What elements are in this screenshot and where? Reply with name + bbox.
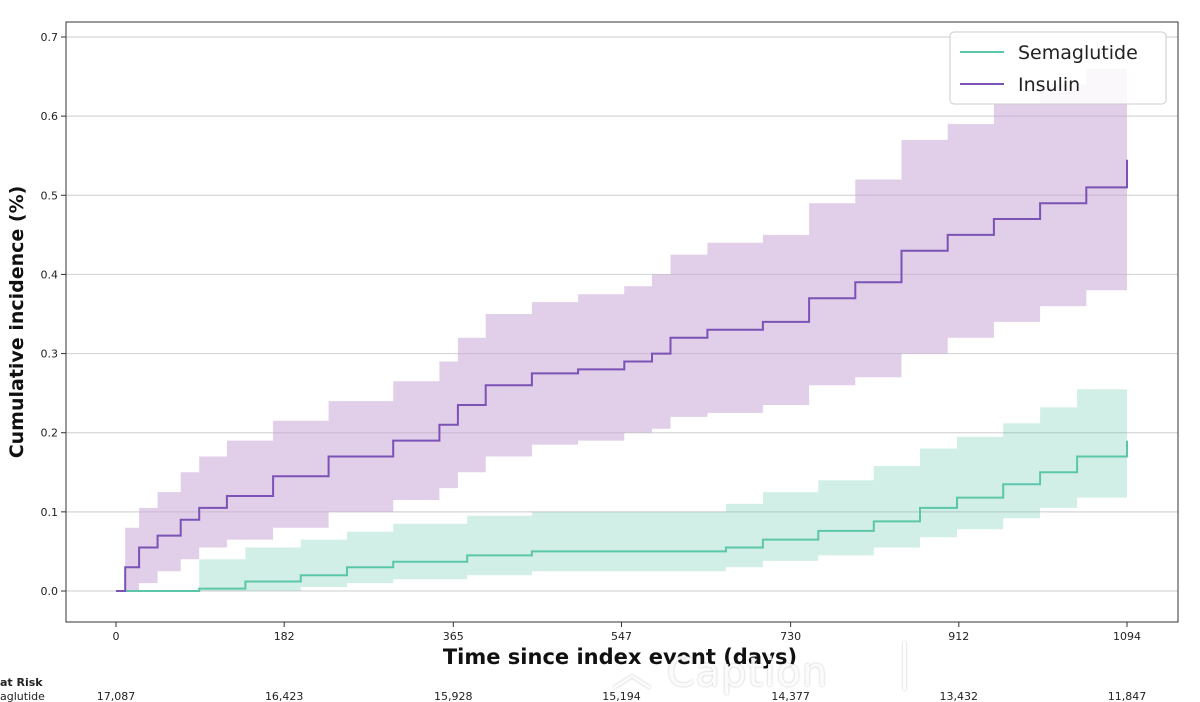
at-risk-values: 17,087 16,423 15,928 15,194 14,377 13,432 11,8… [97,690,1147,702]
x-tick-label: 730 [780,630,801,643]
at-risk-value: 15,928 [434,690,473,702]
y-tick-label: 0.2 [41,427,59,440]
y-axis-ticks: 0.0 0.1 0.2 0.3 0.4 0.5 0.6 0.7 [41,31,66,598]
y-tick-label: 0.1 [41,506,59,519]
series-line-semaglutide [116,440,1128,592]
at-risk-row-label: aglutide [0,690,45,702]
legend-label-insulin: Insulin [1018,74,1080,96]
y-tick-label: 0.3 [41,348,59,361]
y-tick-label: 0.7 [41,31,59,44]
at-risk-title: at Risk [0,676,43,689]
at-risk-table: at Risk aglutide 17,087 16,423 15,928 15,19… [0,676,1146,702]
x-tick-label: 912 [948,630,969,643]
x-tick-label: 547 [611,630,632,643]
y-tick-label: 0.4 [41,268,59,281]
caption-separator [903,642,906,690]
caption-label: Caption [666,650,829,696]
x-tick-label: 365 [443,630,464,643]
series-lines [116,159,1128,592]
y-tick-label: 0.6 [41,110,59,123]
y-tick-label: 0.5 [41,189,59,202]
x-axis-title: Time since index event (days) [443,645,797,669]
series-line-insulin [116,159,1128,592]
legend-box [949,31,1167,105]
at-risk-value: 15,194 [602,690,641,702]
at-risk-value: 14,377 [771,690,810,702]
ci-band-semaglutide [116,371,1127,591]
x-tick-label: 182 [274,630,295,643]
ci-band-insulin [116,60,1127,591]
x-tick-label: 0 [113,630,120,643]
at-risk-value: 16,423 [265,690,304,702]
y-axis-title: Cumulative incidence (%) [6,186,28,459]
at-risk-value: 11,847 [1108,690,1147,702]
chevron-up-icon: ︿ [612,650,653,696]
at-risk-value: 17,087 [97,690,136,702]
confidence-bands [116,60,1127,591]
caption-button[interactable]: ︿ Caption [612,640,828,698]
x-tick-label: 1094 [1113,630,1141,643]
legend: Semaglutide Insulin [949,31,1167,105]
y-tick-label: 0.0 [41,585,59,598]
legend-label-semaglutide: Semaglutide [1018,42,1138,64]
at-risk-value: 13,432 [940,690,979,702]
x-axis-ticks: 0 182 365 547 730 912 1094 [113,622,1141,643]
